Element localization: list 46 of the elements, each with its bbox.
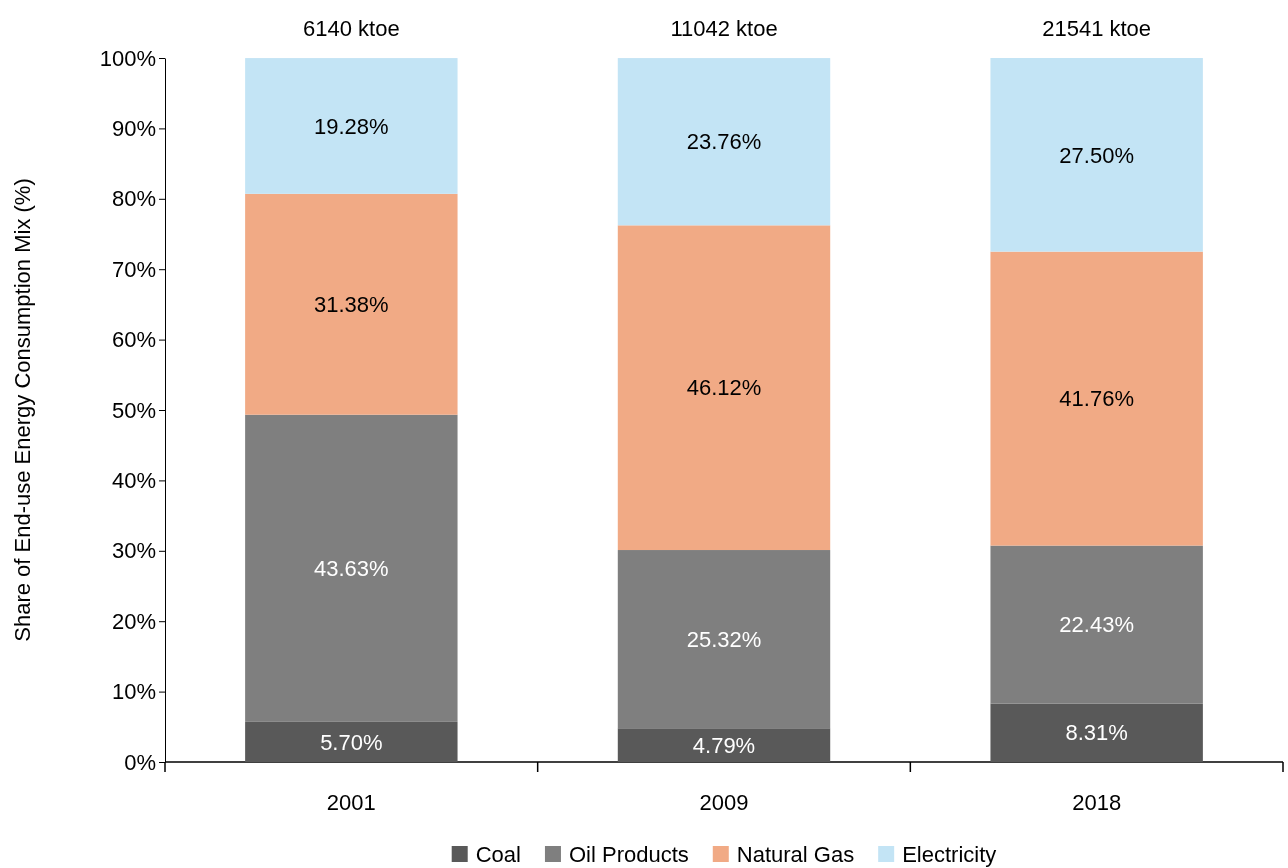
y-axis-title: Share of End-use Energy Consumption Mix (%): [10, 178, 35, 642]
y-tick-label: 90%: [111, 115, 156, 141]
y-tick-label: 0%: [124, 749, 156, 775]
annotation: 11042 ktoe: [670, 16, 778, 41]
data-label: 23.76%: [686, 129, 762, 155]
bar: [245, 414, 458, 722]
y-tick-label: 30%: [111, 538, 156, 564]
bar: [245, 58, 458, 194]
y-tick-label: 10%: [111, 679, 156, 705]
data-label: 43.63%: [314, 555, 389, 581]
bar: [617, 225, 831, 551]
data-label: 41.76%: [1059, 386, 1134, 412]
data-label: 5.70%: [320, 729, 383, 755]
bar: [990, 703, 1203, 762]
bar: [990, 251, 1203, 546]
bar: [617, 728, 831, 762]
x-tick-label: 2001: [326, 790, 376, 815]
legend-label: Natural Gas: [736, 842, 855, 867]
y-tick-label: 100%: [99, 45, 156, 71]
bar: [617, 550, 831, 729]
data-label: 46.12%: [686, 375, 762, 401]
y-tick-label: 40%: [111, 467, 156, 493]
data-label: 31.38%: [314, 291, 389, 317]
data-label: 22.43%: [1059, 612, 1134, 638]
annotation: 21541 ktoe: [1042, 16, 1152, 41]
data-label: 27.50%: [1059, 142, 1134, 168]
y-tick-label: 50%: [111, 397, 156, 423]
bar: [990, 545, 1203, 704]
y-tick-label: 20%: [111, 608, 156, 634]
bar: [245, 721, 458, 762]
y-tick-label: 60%: [111, 327, 156, 353]
legend-label: Oil Products: [568, 842, 689, 867]
legend-label: Coal: [475, 842, 521, 867]
legend-label: Electricity: [902, 842, 997, 867]
x-tick-label: 2018: [1072, 790, 1122, 815]
x-tick-label: 2009: [699, 790, 749, 815]
data-label: 4.79%: [692, 732, 756, 758]
bar: [245, 193, 458, 415]
y-tick-label: 70%: [111, 256, 156, 282]
data-label: 8.31%: [1065, 720, 1128, 746]
y-tick-label: 80%: [111, 186, 156, 212]
data-label: 19.28%: [314, 113, 389, 139]
bar: [990, 58, 1203, 252]
annotation: 6140 ktoe: [303, 16, 400, 41]
bar: [617, 58, 831, 226]
data-label: 25.32%: [686, 626, 762, 652]
